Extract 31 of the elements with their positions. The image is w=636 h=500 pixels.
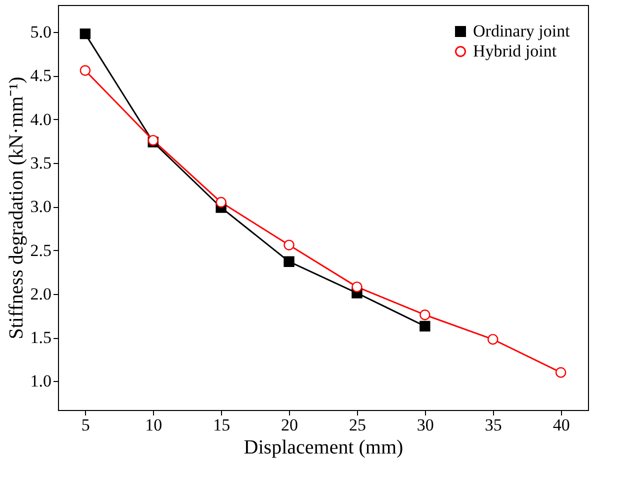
x-axis-title: Displacement (mm)	[244, 436, 404, 458]
x-tick-label: 5	[81, 416, 90, 434]
x-tick-label: 20	[281, 416, 298, 434]
y-tick-label: 1.0	[30, 372, 52, 391]
x-tick-label: 25	[348, 416, 366, 434]
point	[488, 334, 498, 345]
y-tick-label: 2.5	[30, 240, 52, 260]
x-tick-label: 40	[552, 416, 570, 434]
x-tick-label: 15	[213, 416, 230, 434]
y-tick-label: 4.0	[30, 110, 52, 129]
y-tick-label: 1.5	[30, 328, 52, 348]
point	[352, 282, 362, 292]
point	[80, 65, 91, 76]
y-tick-label: 3.5	[30, 153, 52, 172]
legend-label: Hybrid joint	[473, 42, 557, 60]
point	[284, 256, 294, 267]
y-tick-label: 4.5	[30, 66, 52, 86]
point	[216, 196, 226, 208]
legend-label: Ordinary joint	[473, 22, 570, 40]
point	[420, 310, 430, 320]
point	[284, 240, 294, 250]
point	[80, 28, 91, 40]
y-tick-label: 2.0	[30, 284, 52, 304]
x-tick-label: 10	[145, 416, 162, 434]
y-tick-label: 3.0	[30, 197, 52, 216]
x-tick-label: 35	[484, 416, 502, 434]
y-tick-label: 5.0	[30, 22, 52, 42]
point	[555, 367, 566, 378]
point	[420, 320, 430, 332]
y-axis-title: Stiffness degradation (kN·mm⁻¹)	[5, 76, 28, 340]
x-tick-label: 30	[416, 416, 434, 434]
